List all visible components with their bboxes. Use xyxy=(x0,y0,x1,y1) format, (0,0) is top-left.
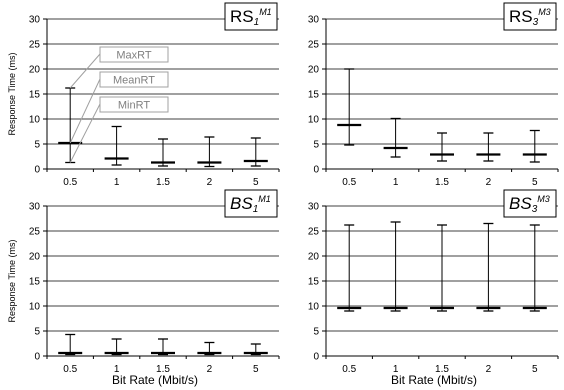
x-tick-label: 1 xyxy=(393,364,399,375)
panel-title-box xyxy=(224,189,278,218)
y-tick-label: 25 xyxy=(29,227,41,238)
panel-title-box xyxy=(503,2,557,31)
x-tick-label: 0.5 xyxy=(63,177,77,188)
y-tick-label: 15 xyxy=(29,90,41,101)
x-tick-label: 1.5 xyxy=(156,364,170,375)
y-tick-label: 20 xyxy=(308,252,320,263)
annotation-leader-mean xyxy=(69,78,101,144)
x-tick-label: 5 xyxy=(253,177,259,188)
annotation-box-mean xyxy=(99,71,169,88)
panel-title: BS3M3 xyxy=(509,194,550,215)
x-tick-label: 0.5 xyxy=(342,364,356,375)
x-tick-label: 2 xyxy=(486,177,492,188)
x-tick-label: 0.5 xyxy=(342,177,356,188)
y-tick-label: 10 xyxy=(29,115,41,126)
y-tick-label: 25 xyxy=(308,40,320,51)
annotation-label-mean: MeanRT xyxy=(113,75,155,87)
y-tick-label: 30 xyxy=(29,15,41,26)
panel-title: RS3M3 xyxy=(509,7,551,28)
y-tick-label: 20 xyxy=(29,252,41,263)
x-tick-label: 5 xyxy=(532,177,538,188)
x-tick-label: 1.5 xyxy=(435,364,449,375)
y-tick-label: 25 xyxy=(308,227,320,238)
y-tick-label: 5 xyxy=(313,327,319,338)
panel-title-box xyxy=(224,2,278,31)
y-tick-label: 30 xyxy=(308,15,320,26)
annotation-box-min xyxy=(99,96,169,113)
y-tick-label: 20 xyxy=(29,65,41,76)
annotation-label-min: MinRT xyxy=(118,100,150,112)
y-tick-label: 25 xyxy=(29,40,41,51)
x-tick-label: 1 xyxy=(114,364,120,375)
annotation-leader-max xyxy=(69,53,101,89)
y-tick-label: 10 xyxy=(308,302,320,313)
y-tick-label: 10 xyxy=(308,115,320,126)
panel-title-box xyxy=(503,189,557,218)
annotation-leader-min xyxy=(69,103,101,163)
y-tick-label: 0 xyxy=(313,352,319,363)
x-tick-label: 5 xyxy=(532,364,538,375)
y-tick-label: 15 xyxy=(308,277,320,288)
annotation-box-max xyxy=(99,46,169,63)
y-tick-label: 20 xyxy=(308,65,320,76)
x-tick-label: 2 xyxy=(207,364,213,375)
x-tick-label: 1 xyxy=(114,177,120,188)
y-tick-label: 15 xyxy=(308,90,320,101)
y-tick-label: 15 xyxy=(29,277,41,288)
x-tick-label: 0.5 xyxy=(63,364,77,375)
y-axis-title-bottom: Response Time (ms) xyxy=(7,239,17,322)
panel-title: RS1M1 xyxy=(230,7,272,28)
x-axis-title-left: Bit Rate (Mbit/s) xyxy=(112,373,198,387)
y-tick-label: 10 xyxy=(29,302,41,313)
y-tick-label: 0 xyxy=(34,165,40,176)
y-tick-label: 0 xyxy=(313,165,319,176)
x-tick-label: 1.5 xyxy=(435,177,449,188)
x-tick-label: 1.5 xyxy=(156,177,170,188)
y-tick-label: 0 xyxy=(34,352,40,363)
panel-title: BS1M1 xyxy=(230,194,271,215)
annotation-label-max: MaxRT xyxy=(116,50,152,62)
x-tick-label: 2 xyxy=(486,364,492,375)
x-tick-label: 2 xyxy=(207,177,213,188)
y-tick-label: 5 xyxy=(34,140,40,151)
y-tick-label: 30 xyxy=(308,202,320,213)
y-axis-title-top: Response Time (ms) xyxy=(7,52,17,135)
y-tick-label: 30 xyxy=(29,202,41,213)
x-tick-label: 5 xyxy=(253,364,259,375)
x-tick-label: 1 xyxy=(393,177,399,188)
y-tick-label: 5 xyxy=(313,140,319,151)
y-tick-label: 5 xyxy=(34,327,40,338)
x-axis-title-right: Bit Rate (Mbit/s) xyxy=(391,373,477,387)
